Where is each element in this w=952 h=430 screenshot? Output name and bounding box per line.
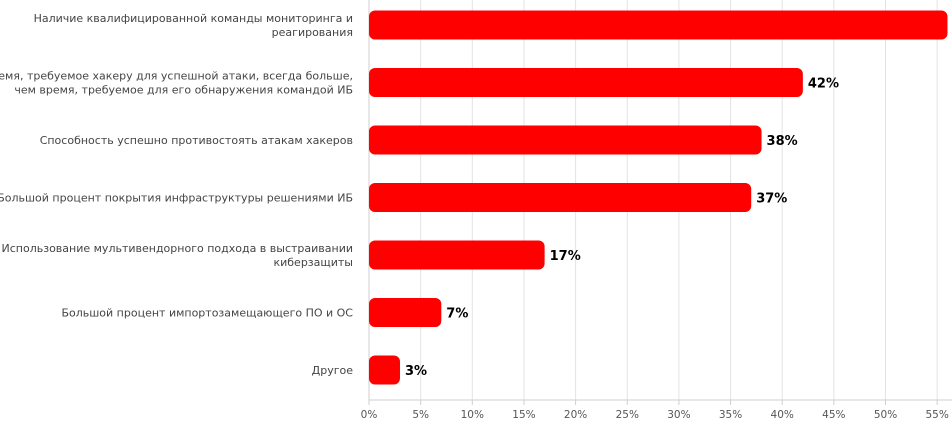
data-label: 38% [767,134,798,149]
data-label: 37% [756,192,787,207]
bar [369,10,948,40]
x-tick-label: 55% [925,409,948,421]
category-label: Время, требуемое хакеру для успешной ата… [0,70,353,97]
category-label: Способность успешно противостоять атакам… [40,134,353,147]
x-tick-label: 5% [412,409,429,421]
x-tick-label: 25% [616,409,639,421]
x-tick-label: 35% [719,409,742,421]
x-tick-label: 15% [512,409,535,421]
category-label: Большой процент импортозамещающего ПО и … [61,307,353,320]
bar [369,183,752,212]
bar [369,355,400,385]
data-label: 17% [550,249,581,264]
x-tick-label: 20% [564,409,587,421]
x-tick-label: 10% [461,409,484,421]
category-label: Большой процент покрытия инфраструктуры … [0,192,353,205]
data-label: 7% [446,307,468,322]
bar [369,125,762,155]
data-label: 3% [405,364,427,379]
data-label: 42% [808,77,839,92]
bar [369,298,442,327]
category-label: Наличие квалифицированной команды монито… [34,12,353,39]
bar [369,68,803,97]
x-tick-label: 30% [667,409,690,421]
category-label: Использование мультивендорного подхода в… [2,242,353,269]
bar [369,240,545,270]
x-tick-label: 50% [874,409,897,421]
x-tick-label: 45% [822,409,845,421]
x-tick-label: 0% [361,409,378,421]
category-label: Другое [312,364,354,377]
x-tick-label: 40% [771,409,794,421]
